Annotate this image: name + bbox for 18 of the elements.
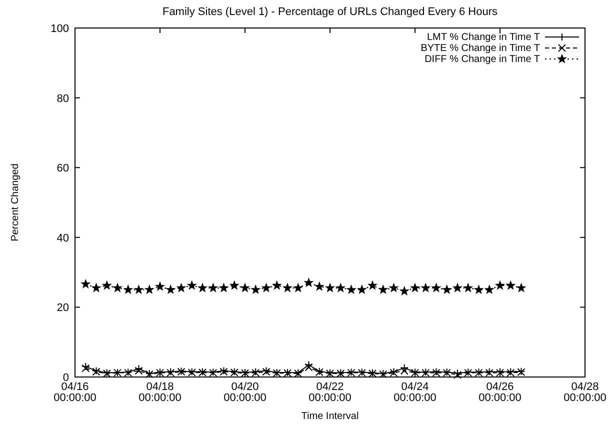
x-tick-label: 04/22 00:00:00 [308, 381, 352, 404]
y-tick-label: 100 [50, 23, 69, 35]
x-tick-label: 04/20 00:00:00 [224, 381, 266, 404]
legend-label: DIFF % Change in Time T [424, 54, 540, 65]
x-tick-label: 04/18 00:00:00 [138, 381, 182, 404]
chart-title: Family Sites (Level 1) - Percentage of URLs Changed Every 6 Hours [162, 6, 498, 18]
legend-label: BYTE % Change in Time T [420, 43, 540, 54]
y-tick-label: 60 [56, 162, 69, 175]
y-tick-label: 40 [56, 232, 69, 244]
y-tick-label: 20 [56, 302, 69, 314]
x-tick-label: 04/16 00:00:00 [54, 381, 96, 404]
x-tick-label: 04/28 00:00:00 [564, 381, 606, 404]
y-tick-label: 80 [56, 92, 69, 105]
x-tick-label: 04/26 00:00:00 [478, 381, 522, 404]
x-axis-title: Time Interval [301, 411, 359, 422]
x-tick-label: 04/24 00:00:00 [394, 381, 436, 404]
legend-label: LMT % Change in Time T [426, 32, 540, 43]
y-axis-title: Percent Changed [10, 164, 21, 242]
